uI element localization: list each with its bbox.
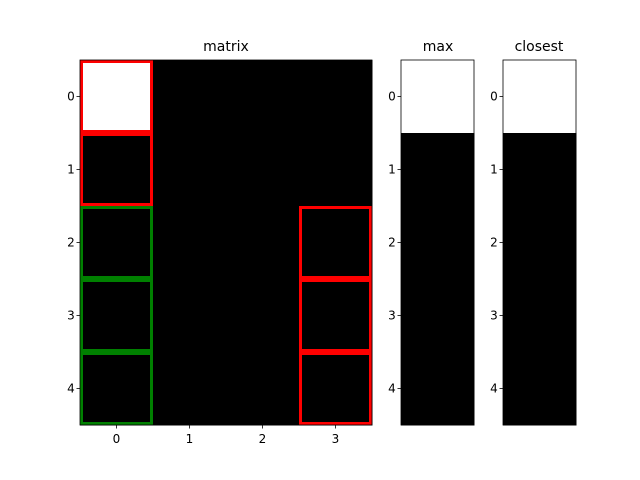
matrix-title: matrix (203, 39, 249, 55)
closest-y-ticks: 0 1 2 3 4 (490, 90, 503, 396)
matrix-panel: matrix 0 1 2 3 0 1 2 3 4 (67, 39, 373, 446)
cell-r1-c2 (226, 133, 300, 207)
y-tick-label: 2 (67, 236, 75, 250)
highlight-r3-c3 (299, 279, 372, 352)
y-tick-label: 1 (490, 163, 498, 177)
max-cells (401, 60, 475, 426)
y-tick-label: 4 (388, 382, 396, 396)
matrix-y-ticks: 0 1 2 3 4 (67, 90, 80, 396)
cell-r3-c3 (299, 279, 373, 353)
max-panel: max 0 1 2 3 4 (388, 39, 475, 426)
matrix-cells (80, 60, 373, 426)
cell-r1-c1 (153, 133, 227, 207)
cell-r0-c0 (503, 60, 577, 134)
cell-r3-c0 (401, 279, 475, 353)
highlight-r4-c3 (299, 352, 372, 425)
closest-cells (503, 60, 577, 426)
x-tick-label: 2 (259, 432, 267, 446)
cell-r0-c2 (226, 60, 300, 134)
y-tick-label: 3 (388, 309, 396, 323)
y-tick-label: 2 (388, 236, 396, 250)
y-tick-label: 2 (490, 236, 498, 250)
cell-r4-c0 (80, 352, 154, 426)
cell-r2-c1 (153, 206, 227, 280)
y-tick-label: 3 (67, 309, 75, 323)
cell-r1-c3 (299, 133, 373, 207)
y-tick-label: 4 (67, 382, 75, 396)
y-tick-label: 0 (67, 90, 75, 104)
cell-r1-c0 (503, 133, 577, 207)
cell-r3-c0 (80, 279, 154, 353)
cell-r2-c2 (226, 206, 300, 280)
max-y-ticks: 0 1 2 3 4 (388, 90, 401, 396)
cell-r4-c2 (226, 352, 300, 426)
highlight-r2-c3 (299, 206, 372, 279)
highlight-r3-c0 (80, 279, 153, 352)
highlight-r2-c0 (80, 206, 153, 279)
x-tick-label: 3 (332, 432, 340, 446)
cell-r2-c3 (299, 206, 373, 280)
cell-r4-c1 (153, 352, 227, 426)
highlight-r4-c0 (80, 352, 153, 425)
y-tick-label: 0 (388, 90, 396, 104)
cell-r4-c0 (401, 352, 475, 426)
cell-r0-c1 (153, 60, 227, 134)
cell-r4-c0 (503, 352, 577, 426)
cell-r0-c0 (80, 60, 154, 134)
cell-r3-c0 (503, 279, 577, 353)
cell-r1-c0 (401, 133, 475, 207)
highlight-r1-c0 (80, 133, 153, 206)
cell-r0-c3 (299, 60, 373, 134)
y-tick-label: 0 (490, 90, 498, 104)
y-tick-label: 1 (388, 163, 396, 177)
x-tick-label: 0 (113, 432, 121, 446)
cell-r2-c0 (401, 206, 475, 280)
closest-panel: closest 0 1 2 3 4 (490, 39, 577, 426)
highlight-r0-c0 (80, 60, 153, 133)
matrix-highlights (80, 60, 372, 425)
y-tick-label: 4 (490, 382, 498, 396)
max-title: max (423, 39, 454, 55)
cell-r2-c0 (503, 206, 577, 280)
cell-r3-c2 (226, 279, 300, 353)
y-tick-label: 1 (67, 163, 75, 177)
cell-r2-c0 (80, 206, 154, 280)
cell-r1-c0 (80, 133, 154, 207)
matrix-x-ticks: 0 1 2 3 (113, 425, 340, 446)
closest-title: closest (515, 39, 564, 55)
cell-r0-c0 (401, 60, 475, 134)
y-tick-label: 3 (490, 309, 498, 323)
x-tick-label: 1 (186, 432, 194, 446)
cell-r3-c1 (153, 279, 227, 353)
cell-r4-c3 (299, 352, 373, 426)
